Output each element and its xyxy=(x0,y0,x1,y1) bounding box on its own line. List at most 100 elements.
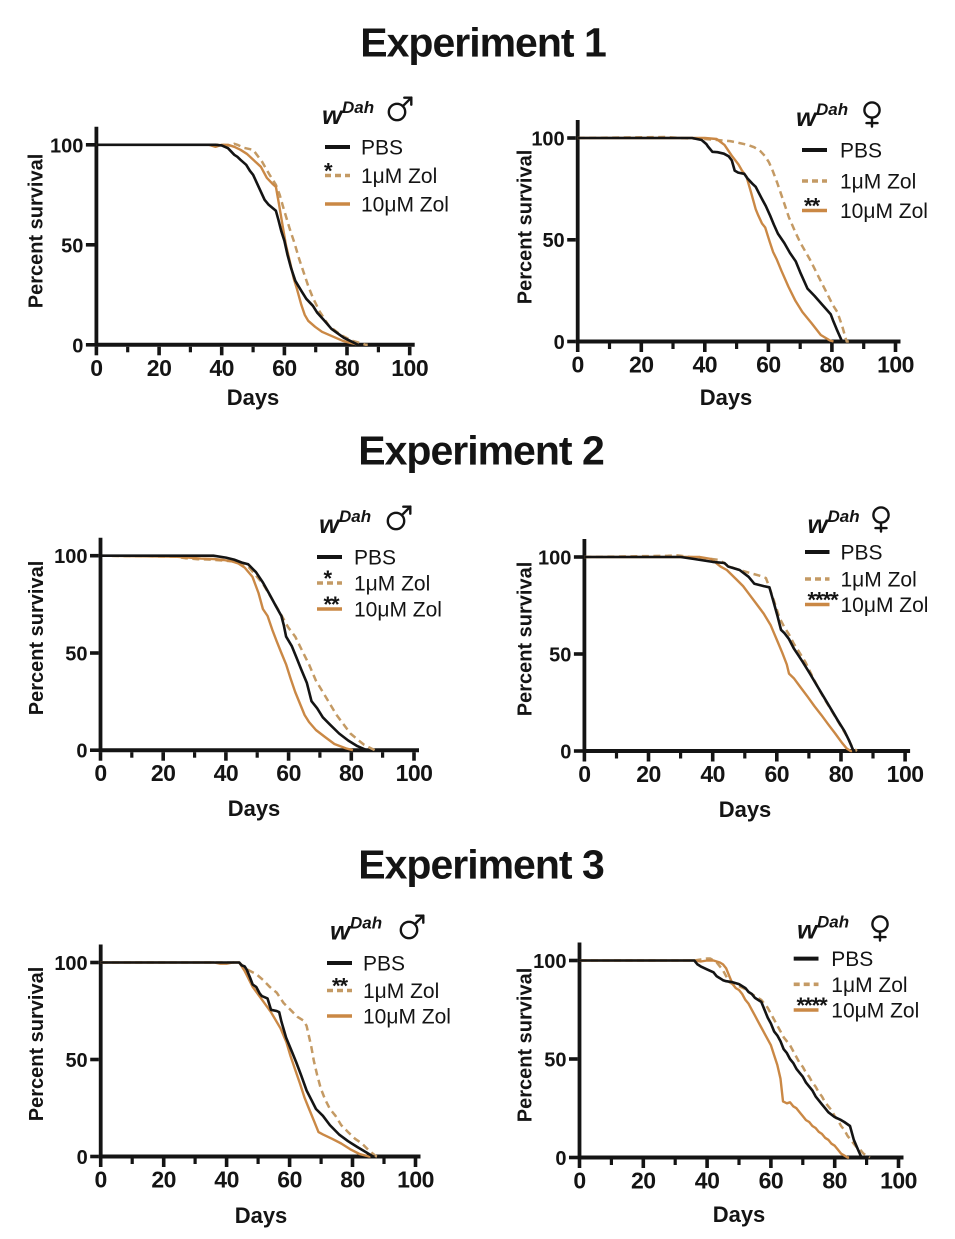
svg-text:80: 80 xyxy=(340,1167,365,1193)
svg-text:Dah: Dah xyxy=(817,913,849,932)
svg-text:100: 100 xyxy=(877,352,914,378)
svg-text:0: 0 xyxy=(578,761,590,787)
svg-text:Experiment 1: Experiment 1 xyxy=(360,20,606,66)
svg-text:Days: Days xyxy=(719,797,772,822)
svg-text:80: 80 xyxy=(829,761,854,787)
svg-text:100: 100 xyxy=(54,546,87,568)
svg-text:10μM Zol: 10μM Zol xyxy=(361,194,449,217)
svg-text:Dah: Dah xyxy=(350,914,382,933)
svg-text:PBS: PBS xyxy=(354,547,396,570)
svg-text:0: 0 xyxy=(554,332,565,354)
svg-text:20: 20 xyxy=(631,1168,656,1194)
svg-text:50: 50 xyxy=(549,645,571,667)
svg-text:w: w xyxy=(322,100,344,130)
svg-text:50: 50 xyxy=(61,235,83,257)
svg-text:60: 60 xyxy=(759,1168,784,1194)
svg-text:Experiment 2: Experiment 2 xyxy=(358,428,604,474)
svg-text:80: 80 xyxy=(335,355,360,381)
svg-text:Dah: Dah xyxy=(816,100,848,119)
svg-text:100: 100 xyxy=(887,761,924,787)
svg-text:*: * xyxy=(324,566,333,591)
svg-text:Days: Days xyxy=(700,385,753,410)
svg-text:40: 40 xyxy=(700,761,725,787)
svg-text:40: 40 xyxy=(214,1167,239,1193)
svg-text:0: 0 xyxy=(560,742,571,764)
svg-text:100: 100 xyxy=(531,129,564,151)
svg-text:1μM Zol: 1μM Zol xyxy=(831,974,907,997)
svg-text:10μM Zol: 10μM Zol xyxy=(841,594,929,617)
svg-text:Days: Days xyxy=(713,1202,766,1227)
svg-text:0: 0 xyxy=(94,760,106,786)
svg-text:1μM Zol: 1μM Zol xyxy=(363,980,439,1003)
svg-text:Percent survival: Percent survival xyxy=(26,561,48,716)
svg-text:20: 20 xyxy=(147,355,172,381)
svg-text:60: 60 xyxy=(756,352,781,378)
svg-text:20: 20 xyxy=(629,352,654,378)
svg-text:10μM Zol: 10μM Zol xyxy=(354,599,442,622)
svg-text:100: 100 xyxy=(50,135,83,157)
svg-text:Percent survival: Percent survival xyxy=(26,154,48,309)
svg-text:60: 60 xyxy=(277,1167,302,1193)
svg-text:100: 100 xyxy=(397,1167,434,1193)
svg-text:80: 80 xyxy=(822,1168,847,1194)
svg-text:w: w xyxy=(808,509,830,539)
svg-text:10μM Zol: 10μM Zol xyxy=(840,200,928,223)
svg-text:0: 0 xyxy=(572,352,584,378)
svg-text:80: 80 xyxy=(820,352,845,378)
svg-text:0: 0 xyxy=(573,1168,585,1194)
svg-text:50: 50 xyxy=(65,644,87,666)
svg-text:**: ** xyxy=(332,974,349,999)
svg-text:50: 50 xyxy=(544,1050,566,1072)
svg-text:PBS: PBS xyxy=(840,140,882,163)
svg-text:50: 50 xyxy=(65,1050,87,1072)
svg-text:Days: Days xyxy=(227,385,280,410)
svg-text:40: 40 xyxy=(695,1168,720,1194)
svg-text:Percent survival: Percent survival xyxy=(26,967,48,1122)
svg-text:PBS: PBS xyxy=(363,953,405,976)
svg-text:****: **** xyxy=(808,588,840,613)
svg-text:100: 100 xyxy=(391,355,428,381)
svg-text:10μM Zol: 10μM Zol xyxy=(363,1006,451,1029)
svg-text:100: 100 xyxy=(54,953,87,975)
svg-text:Percent survival: Percent survival xyxy=(515,150,537,305)
svg-text:0: 0 xyxy=(72,335,83,357)
svg-text:100: 100 xyxy=(396,760,433,786)
svg-text:100: 100 xyxy=(880,1168,917,1194)
svg-text:20: 20 xyxy=(151,1167,176,1193)
svg-text:0: 0 xyxy=(95,1167,107,1193)
svg-text:Days: Days xyxy=(235,1203,288,1228)
svg-text:w: w xyxy=(797,915,819,945)
svg-text:40: 40 xyxy=(693,352,718,378)
svg-text:****: **** xyxy=(797,993,829,1018)
svg-text:*: * xyxy=(324,159,333,184)
svg-text:100: 100 xyxy=(533,951,566,973)
svg-text:0: 0 xyxy=(555,1148,566,1170)
svg-text:0: 0 xyxy=(90,355,102,381)
svg-text:Days: Days xyxy=(228,796,281,821)
svg-text:Percent survival: Percent survival xyxy=(515,968,537,1123)
svg-text:100: 100 xyxy=(538,548,571,570)
svg-text:Percent survival: Percent survival xyxy=(515,562,537,717)
svg-text:w: w xyxy=(319,509,341,539)
svg-text:PBS: PBS xyxy=(841,542,883,565)
svg-text:1μM Zol: 1μM Zol xyxy=(840,171,916,194)
svg-text:w: w xyxy=(330,916,352,946)
svg-text:20: 20 xyxy=(151,760,176,786)
svg-text:Dah: Dah xyxy=(342,98,374,117)
svg-text:PBS: PBS xyxy=(831,948,873,971)
svg-text:40: 40 xyxy=(209,355,234,381)
svg-text:Dah: Dah xyxy=(828,507,860,526)
svg-text:1μM Zol: 1μM Zol xyxy=(354,573,430,596)
svg-text:10μM Zol: 10μM Zol xyxy=(831,1000,919,1023)
svg-text:50: 50 xyxy=(542,230,564,252)
svg-text:1μM Zol: 1μM Zol xyxy=(841,569,917,592)
svg-text:20: 20 xyxy=(636,761,661,787)
svg-text:40: 40 xyxy=(214,760,239,786)
svg-text:60: 60 xyxy=(276,760,301,786)
svg-text:**: ** xyxy=(804,194,821,219)
svg-text:80: 80 xyxy=(339,760,364,786)
svg-text:**: ** xyxy=(324,592,341,617)
svg-text:Experiment 3: Experiment 3 xyxy=(358,842,604,888)
svg-text:Dah: Dah xyxy=(339,507,371,526)
svg-text:PBS: PBS xyxy=(361,137,403,160)
